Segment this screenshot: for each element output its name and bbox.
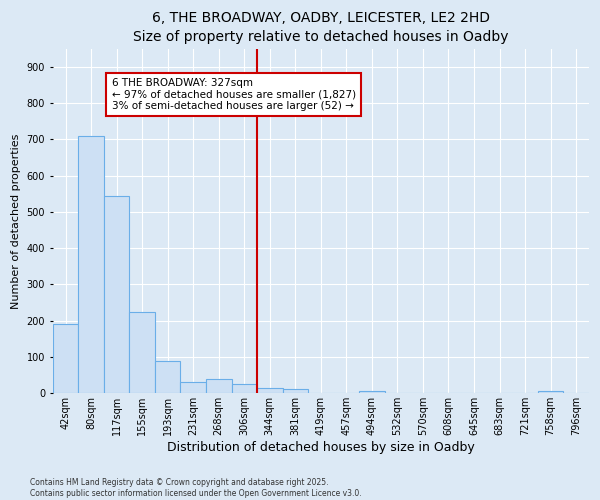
Bar [104, 196, 130, 393]
Bar [79, 136, 104, 393]
Text: Contains HM Land Registry data © Crown copyright and database right 2025.
Contai: Contains HM Land Registry data © Crown c… [30, 478, 362, 498]
Bar [359, 392, 385, 393]
Bar [257, 388, 283, 393]
Title: 6, THE BROADWAY, OADBY, LEICESTER, LE2 2HD
Size of property relative to detached: 6, THE BROADWAY, OADBY, LEICESTER, LE2 2… [133, 11, 509, 44]
Bar [130, 312, 155, 393]
Bar [538, 392, 563, 393]
Y-axis label: Number of detached properties: Number of detached properties [11, 134, 21, 308]
Bar [181, 382, 206, 393]
Bar [232, 384, 257, 393]
Bar [206, 380, 232, 393]
Bar [155, 360, 181, 393]
Bar [283, 389, 308, 393]
Bar [53, 324, 79, 393]
Text: 6 THE BROADWAY: 327sqm
← 97% of detached houses are smaller (1,827)
3% of semi-d: 6 THE BROADWAY: 327sqm ← 97% of detached… [112, 78, 356, 111]
X-axis label: Distribution of detached houses by size in Oadby: Distribution of detached houses by size … [167, 441, 475, 454]
